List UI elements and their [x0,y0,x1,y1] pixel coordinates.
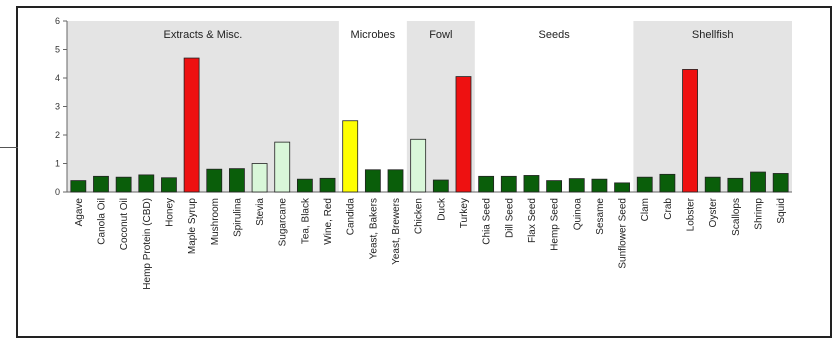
bar [636,176,653,193]
bar [750,171,766,193]
x-tick-label: Wine, Red [323,198,334,245]
group-label: Seeds [539,29,571,41]
connector-line [0,147,18,148]
x-tick-label: Canola Oil [96,198,107,245]
x-tick-label: Dill Seed [504,198,515,238]
bar [319,177,336,193]
bars [70,57,789,193]
bar [478,175,495,193]
bar [682,69,698,193]
group-label: Microbes [351,29,396,41]
group-shade [633,21,792,192]
x-tick-label: Hemp Seed [550,198,561,251]
bar [500,175,517,193]
x-tick-label: Sunflower Seed [618,198,629,269]
y-tick-label: 6 [55,16,60,26]
x-tick-label: Spirulina [232,198,243,237]
bar [704,176,721,193]
y-tick-label: 0 [55,187,60,197]
y-tick-label: 2 [55,130,60,140]
bar [410,138,427,193]
x-tick-label: Agave [74,198,85,227]
bar [523,175,540,193]
x-tick-label: Squid [776,198,787,224]
bar [455,76,472,193]
group-label: Fowl [429,29,452,41]
bar [206,168,223,193]
bar [614,182,630,193]
bar [229,168,245,193]
bar [115,176,132,193]
x-tick-label: Shrimp [754,198,765,230]
x-tick-label: Coconut Oil [119,198,130,250]
x-tick-label: Stevia [255,198,266,226]
bar [387,169,404,193]
bar [364,169,381,193]
y-tick-label: 4 [55,73,60,83]
x-tick-label: Turkey [459,198,470,228]
x-tick-label: Crab [663,198,674,220]
bar [183,57,200,193]
x-axis-labels: Agave Canola Oil Coconut Oil Hemp Protein (… [74,197,787,290]
x-tick-label: Oyster [708,197,719,227]
group-labels: Extracts & Misc. Microbes Fowl Seeds Shellfi… [164,29,734,41]
x-tick-label: Lobster [686,197,697,231]
bar [251,163,268,193]
bar [546,180,563,193]
bar [432,179,449,193]
x-tick-label: Sugarcane [278,198,289,247]
x-tick-label: Duck [436,197,447,221]
y-tick-label: 3 [55,102,60,112]
x-tick-label: Mushroom [210,198,221,245]
bar [568,178,585,193]
y-tick-label: 5 [55,45,60,55]
bar [274,141,291,193]
bar [772,173,789,193]
bar [659,173,676,193]
bar [591,178,608,193]
x-tick-label: Maple Syrup [187,198,198,255]
bar [161,177,177,193]
x-tick-label: Candida [346,198,357,236]
x-tick-label: Tea, Black [300,197,311,244]
x-tick-label: Scallops [731,198,742,236]
x-tick-label: Quinoa [572,198,583,231]
group-label: Extracts & Misc. [164,29,243,41]
bar [296,178,313,193]
bar [93,175,109,193]
x-tick-label: Honey [164,198,175,227]
x-tick-label: Clam [640,198,651,221]
bar [727,177,744,193]
x-tick-label: Chia Seed [482,198,493,245]
group-shade [67,21,339,192]
x-tick-label: Hemp Protein (CBD) [142,198,153,290]
bar [342,120,359,193]
x-tick-label: Flax Seed [527,198,538,243]
x-tick-label: Sesame [595,198,606,235]
y-tick-label: 1 [55,159,60,169]
bar [70,180,87,193]
bar [138,174,155,193]
x-tick-label: Yeast, Brewers [391,198,402,265]
x-tick-label: Yeast, Bakers [368,198,379,259]
group-label: Shellfish [692,29,734,41]
x-tick-label: Chicken [414,198,425,234]
